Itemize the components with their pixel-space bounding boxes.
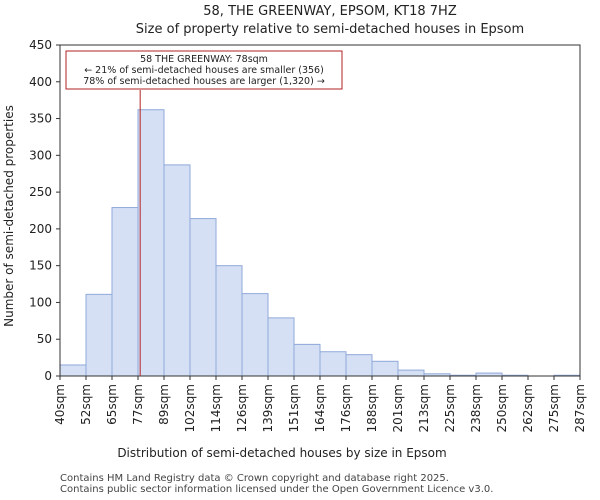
- x-tick-label: 52sqm: [79, 384, 93, 425]
- x-tick-label: 238sqm: [469, 384, 483, 432]
- histogram-bar: [189, 218, 217, 377]
- x-tick-label: 139sqm: [261, 384, 275, 432]
- histogram-bar: [345, 354, 373, 377]
- plot-frame: [59, 44, 581, 377]
- histogram-bar: [111, 207, 139, 377]
- histogram-bar: [59, 364, 87, 377]
- x-tick-label: 275sqm: [547, 384, 561, 432]
- x-tick-label: 164sqm: [313, 384, 327, 432]
- x-tick-label: 151sqm: [287, 384, 301, 432]
- bars-group: [59, 109, 581, 377]
- histogram-bar: [163, 164, 191, 377]
- annotation-line-3: 78% of semi-detached houses are larger (…: [83, 76, 325, 87]
- annotation-line-1: 58 THE GREENWAY: 78sqm: [140, 54, 268, 65]
- x-tick-label: 40sqm: [53, 384, 67, 425]
- histogram-bar: [267, 317, 295, 377]
- x-tick-label: 126sqm: [235, 384, 249, 432]
- x-tick-label: 89sqm: [157, 384, 171, 425]
- x-tick-label: 176sqm: [339, 384, 353, 432]
- x-tick-label: 225sqm: [443, 384, 457, 432]
- x-tick-label: 114sqm: [209, 384, 223, 432]
- y-tick-label: 350: [29, 112, 52, 126]
- y-tick-label: 0: [44, 369, 52, 383]
- x-tick-label: 102sqm: [183, 384, 197, 432]
- x-axis-ticks: 40sqm 52sqm 65sqm 77sqm 89sqm 102sqm 114sqm 126…: [53, 376, 587, 432]
- x-tick-label: 65sqm: [105, 384, 119, 425]
- annotation-line-2: ← 21% of semi-detached houses are smalle…: [84, 65, 324, 76]
- x-tick-label: 77sqm: [131, 384, 145, 425]
- y-tick-label: 150: [29, 259, 52, 273]
- histogram-bar: [319, 351, 347, 377]
- histogram-bar: [371, 360, 399, 377]
- y-tick-label: 200: [29, 222, 52, 236]
- y-axis-ticks: 0 50 100 150 200 250 300 350 400 450: [29, 38, 60, 383]
- x-tick-label: 201sqm: [391, 384, 405, 432]
- annotation-box: 58 THE GREENWAY: 78sqm ← 21% of semi-det…: [65, 50, 343, 90]
- x-tick-label: 287sqm: [573, 384, 587, 432]
- histogram-bar: [241, 293, 269, 377]
- footer-line-1: Contains HM Land Registry data © Crown c…: [60, 473, 449, 484]
- annotation-frame: [65, 50, 343, 90]
- histogram-bar: [293, 343, 321, 377]
- x-tick-label: 250sqm: [495, 384, 509, 432]
- chart-title: 58, THE GREENWAY, EPSOM, KT18 7HZ: [203, 4, 457, 19]
- footer-line-2: Contains public sector information licen…: [60, 484, 494, 495]
- x-tick-label: 262sqm: [521, 384, 535, 432]
- chart-subtitle: Size of property relative to semi-detach…: [136, 22, 524, 37]
- x-tick-label: 188sqm: [365, 384, 379, 432]
- y-tick-label: 250: [29, 185, 52, 199]
- histogram-bar: [137, 109, 165, 377]
- y-tick-label: 400: [29, 75, 52, 89]
- x-axis-label: Distribution of semi-detached houses by …: [117, 446, 446, 460]
- x-tick-label: 213sqm: [417, 384, 431, 432]
- histogram-bar: [85, 293, 113, 377]
- y-tick-label: 50: [37, 332, 52, 346]
- histogram-bar: [397, 369, 425, 377]
- y-tick-label: 450: [29, 38, 52, 52]
- y-tick-label: 300: [29, 148, 52, 162]
- histogram-bar: [215, 265, 243, 377]
- y-tick-label: 100: [29, 295, 52, 309]
- y-axis-label: Number of semi-detached properties: [2, 105, 16, 327]
